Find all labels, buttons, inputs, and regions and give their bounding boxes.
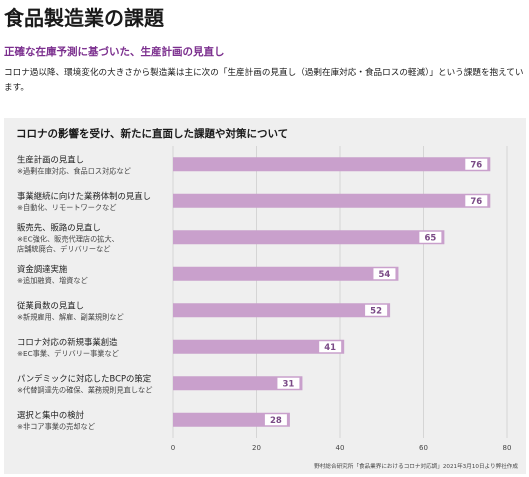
category-sublabel: 店舗統廃合、デリバリーなど [17,244,110,253]
category-sublabel: ※EC事業、デリバリー事業など [17,349,119,358]
category-label: 選択と集中の検討 [17,410,84,420]
section-subtitle: 正確な在庫予測に基づいた、生産計画の見直し [4,46,225,58]
category-sublabel: ※自動化、リモートワークなど [17,203,116,212]
bar [173,266,399,281]
category-label: 従業員数の見直し [17,300,84,310]
x-tick-label: 60 [419,444,428,452]
source-note: 野村総合研究所「食品業界におけるコロナ対応調」2021年3月10日より弊社作成 [314,464,518,470]
value-label: 52 [370,306,382,316]
bar [173,376,303,391]
bar [173,230,445,245]
chart-panel: コロナの影響を受け、新たに直面した課題や対策について 76 生産計画の見直し ※過剰… [4,118,526,474]
category-label: 資金調達実施 [17,264,68,274]
bar [173,412,290,427]
value-label: 65 [424,233,436,243]
category-label: 販売先、販路の見直し [17,222,101,232]
value-label-box [264,414,287,426]
value-label-box [419,231,442,243]
page-title: 食品製造業の課題 [4,6,164,30]
category-sublabel: ※新規雇用、解雇、副業規則など [17,312,124,321]
bar [173,339,345,354]
category-sublabel: ※過剰在庫対応、食品ロス対応など [17,166,131,175]
category-label: 事業継続に向けた業務体制の見直し [17,191,151,201]
value-label-box [373,268,396,280]
value-label-box [277,377,300,389]
value-label: 41 [324,343,336,353]
x-tick-label: 20 [252,444,261,452]
x-tick-label: 40 [336,444,345,452]
value-label: 76 [470,197,482,207]
bar-chart: 76 生産計画の見直し ※過剰在庫対応、食品ロス対応など 76 事業継続に向けた業務体制… [17,146,512,452]
bar [173,157,491,172]
chart-title: コロナの影響を受け、新たに直面した課題や対策について [16,128,289,140]
bar [173,193,491,208]
value-label: 54 [379,270,391,280]
category-sublabel: ※追加融資、増資など [17,276,88,285]
body-paragraph: コロナ過以降、環境変化の大きさから製造業は主に次の「生産計画の見直し（過剰在庫対… [4,68,524,93]
category-sublabel: ※EC強化、販売代理店の拡大、 [17,234,119,243]
value-label: 76 [470,160,482,170]
value-label: 28 [270,416,282,426]
category-sublabel: ※非コア事業の売却など [17,422,95,431]
category-label: パンデミックに対応したBCPの策定 [17,373,152,383]
category-label: コロナ対応の新規事業創造 [17,337,118,347]
bar [173,303,391,318]
value-label-box [465,195,488,207]
value-label-box [365,304,388,316]
category-sublabel: ※代替調達先の確保、業務規則見直しなど [17,385,152,394]
x-tick-label: 0 [171,444,175,452]
value-label: 31 [283,379,295,389]
category-label: 生産計画の見直し [17,154,84,164]
value-label-box [319,341,342,353]
value-label-box [465,158,488,170]
x-tick-label: 80 [503,444,512,452]
